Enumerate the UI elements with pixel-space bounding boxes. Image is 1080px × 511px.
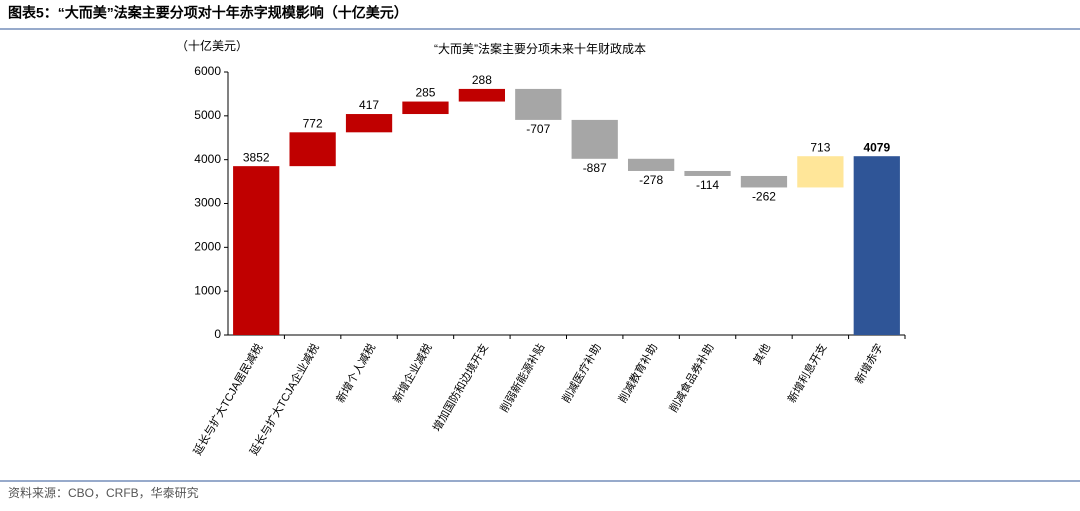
data-label: 288 (472, 73, 492, 87)
data-label: 417 (359, 98, 379, 112)
bar (233, 166, 280, 335)
data-label: -278 (639, 173, 663, 187)
source: 资料来源：CBO，CRFB，华泰研究 (8, 485, 199, 500)
bar (627, 158, 675, 171)
bar (797, 156, 844, 188)
y-tick-label: 5000 (194, 108, 221, 122)
bar (853, 156, 900, 335)
bar (402, 101, 449, 115)
x-tick-label: 新增个人减税 (333, 341, 378, 405)
bar (515, 88, 562, 120)
data-label: -262 (752, 190, 776, 204)
y-tick-label: 1000 (194, 283, 221, 297)
data-label: -114 (696, 178, 719, 192)
x-tick-label: 新增赤字 (852, 341, 886, 386)
bar (289, 132, 336, 167)
x-tick-label: 削减教育补助 (615, 341, 660, 405)
y-tick-label: 6000 (194, 64, 221, 78)
data-label: 4079 (863, 140, 890, 154)
y-tick-label: 3000 (194, 196, 221, 210)
data-label: 713 (810, 140, 830, 154)
bar (458, 88, 506, 102)
x-tick-label: 新增企业减税 (389, 341, 434, 405)
data-label: 3852 (243, 150, 270, 164)
y-tick-label: 2000 (194, 240, 221, 254)
y-tick-label: 0 (214, 327, 221, 341)
figure-title: 图表5：“大而美”法案主要分项对十年赤字规模影响（十亿美元） (8, 5, 408, 21)
bar (345, 114, 393, 133)
x-tick-label: 削减医疗补助 (559, 341, 604, 405)
chart-title: “大而美”法案主要分项未来十年财政成本 (434, 41, 646, 56)
x-tick-label: 削减食品券补助 (666, 341, 717, 415)
bar (740, 175, 788, 188)
data-label: -707 (526, 122, 550, 136)
x-tick-label: 削弱新能源补贴 (497, 341, 548, 415)
y-axis-label: （十亿美元） (176, 38, 248, 53)
x-tick-label: 增加国防和边境开支 (429, 341, 491, 434)
data-label: 772 (303, 116, 323, 130)
y-tick-label: 4000 (194, 152, 221, 166)
x-tick-label: 新增利息开支 (784, 341, 829, 405)
data-label: 285 (415, 86, 435, 100)
x-tick-label: 其他 (751, 341, 773, 367)
bar (684, 170, 731, 176)
data-label: -887 (583, 161, 607, 175)
bar (571, 119, 618, 159)
